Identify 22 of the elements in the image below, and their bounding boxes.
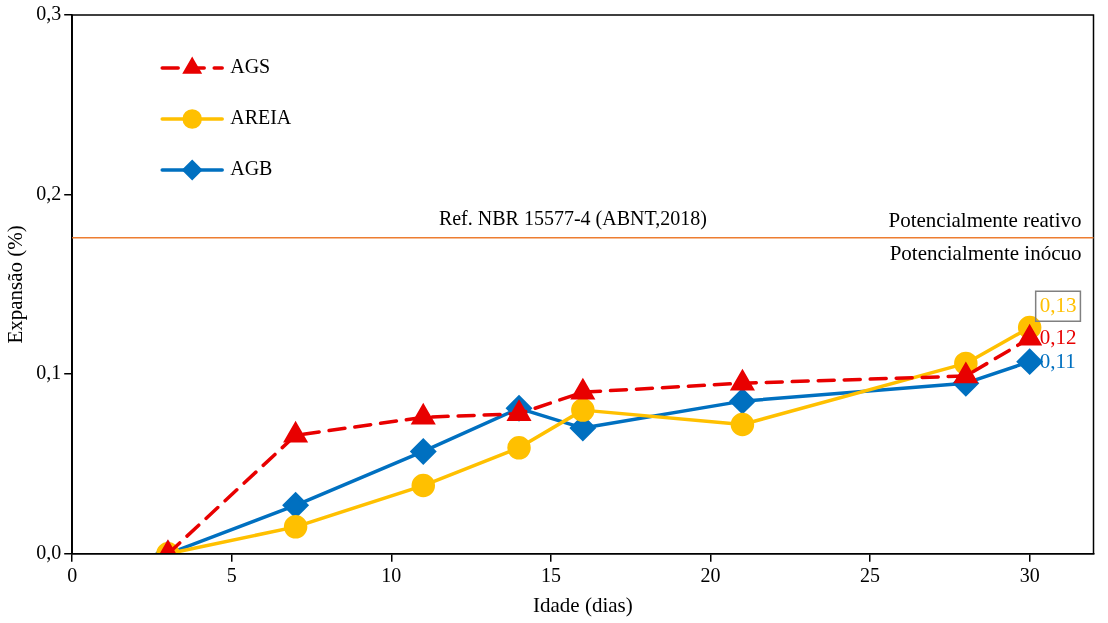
x-tick-label: 5: [226, 564, 237, 587]
y-tick-label: 0,2: [36, 181, 62, 204]
x-tick-label: 30: [1019, 564, 1040, 587]
y-tick-label: 0,0: [36, 541, 62, 564]
data-label: 0,13: [1039, 292, 1077, 317]
ref-line-label: Ref. NBR 15577-4 (ABNT,2018): [438, 206, 707, 230]
x-tick-label: 25: [860, 564, 881, 587]
legend-label: AREIA: [230, 106, 292, 129]
x-tick-label: 10: [381, 564, 402, 587]
x-tick-label: 0: [67, 564, 78, 587]
annotation: Potencialmente reativo: [888, 207, 1082, 232]
x-axis-title: Idade (dias): [533, 592, 633, 617]
legend-label: AGB: [230, 157, 273, 180]
legend-label: AGS: [230, 55, 271, 78]
data-label: 0,11: [1039, 348, 1076, 373]
y-tick-label: 0,1: [36, 361, 62, 384]
y-axis-title: Expansão (%): [3, 225, 28, 344]
x-tick-label: 20: [700, 564, 721, 587]
x-tick-label: 15: [540, 564, 561, 587]
data-label: 0,12: [1039, 324, 1077, 349]
annotation: Potencialmente inócuo: [889, 240, 1082, 265]
y-tick-label: 0,3: [36, 2, 62, 25]
